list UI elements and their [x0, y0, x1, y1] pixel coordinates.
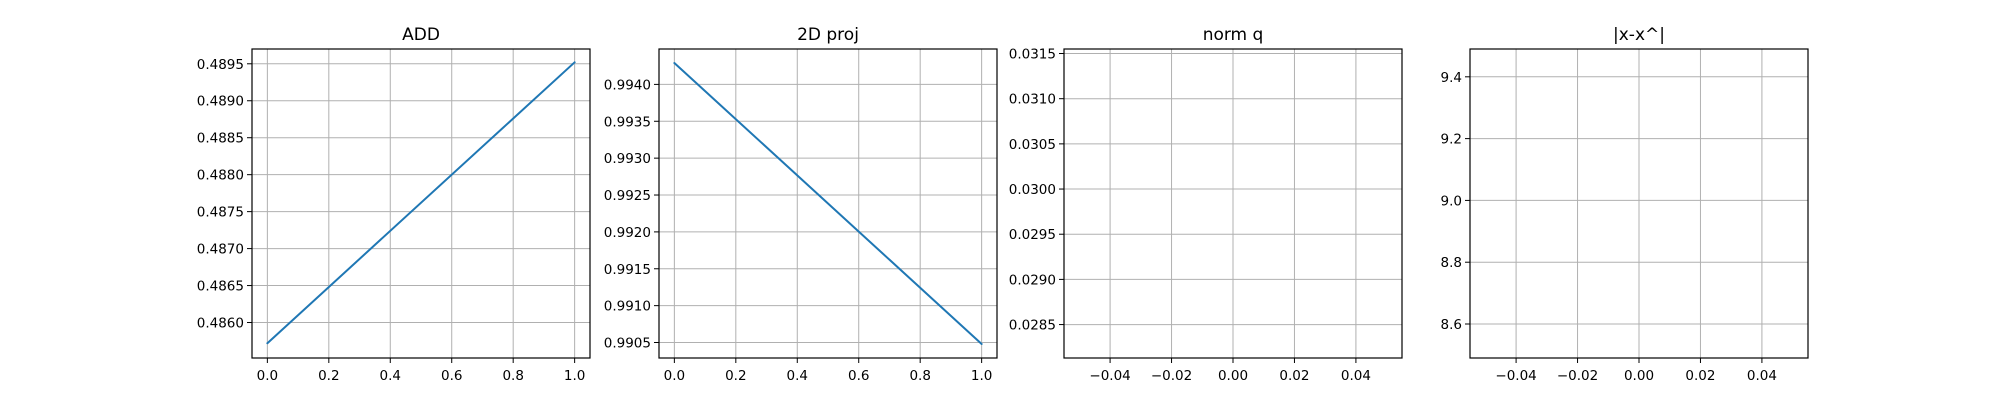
- axes-frame: [251, 48, 591, 359]
- x-tick-label: 0.2: [318, 368, 339, 384]
- subplot-3: −0.04 −0.02 0.00 0.02 0.04 0.0285 0.0290 0.0295…: [1009, 25, 1403, 384]
- x-tick-label: 1.0: [564, 368, 585, 384]
- y-tick-label: 0.0315: [1009, 47, 1056, 63]
- x-tick-label: 0.0: [664, 368, 685, 384]
- x-tick-label: −0.04: [1089, 368, 1130, 384]
- y-tick-label: 0.4860: [197, 316, 244, 332]
- y-tick-label: 0.9920: [604, 225, 651, 241]
- x-tick-label: 0.02: [1279, 368, 1309, 384]
- y-tick-label: 0.0285: [1009, 318, 1056, 334]
- y-tick-label: 9.2: [1441, 132, 1462, 148]
- y-tick-label: 0.9930: [604, 151, 651, 167]
- subplot-2: 0.0 0.2 0.4 0.6 0.8 1.0 0.9905 0.9910 0.9915 0.99…: [604, 25, 998, 384]
- y-tick-label: 0.4890: [197, 94, 244, 110]
- y-tick-label: 8.6: [1441, 317, 1462, 333]
- y-tick-label: 0.4865: [197, 279, 244, 295]
- x-tick-label: −0.02: [1151, 368, 1192, 384]
- subplot-title: norm q: [1203, 25, 1264, 45]
- x-tick-label: 0.00: [1624, 368, 1654, 384]
- y-tick-label: 0.9905: [604, 336, 651, 352]
- x-tick-label: 0.6: [848, 368, 869, 384]
- y-tick-label: 8.8: [1441, 255, 1462, 271]
- x-tick-label: 0.00: [1218, 368, 1248, 384]
- x-tick-label: 0.4: [380, 368, 401, 384]
- x-tick-label: 1.0: [971, 368, 992, 384]
- subplot-title: 2D proj: [797, 25, 859, 45]
- y-tick-label: 9.4: [1441, 70, 1462, 86]
- subplot-title: ADD: [402, 25, 440, 45]
- y-tick-label: 0.9925: [604, 188, 651, 204]
- x-tick-label: −0.02: [1557, 368, 1598, 384]
- x-tick-label: 0.04: [1341, 368, 1371, 384]
- y-tick-label: 0.0300: [1009, 182, 1056, 198]
- y-tick-label: 0.9935: [604, 114, 651, 130]
- x-tick-label: 0.0: [257, 368, 278, 384]
- axes-frame: [1063, 48, 1403, 359]
- y-tick-label: 0.4870: [197, 242, 244, 258]
- axes-frame: [1469, 48, 1809, 359]
- y-tick-label: 0.0290: [1009, 272, 1056, 288]
- x-tick-label: 0.2: [725, 368, 746, 384]
- y-tick-label: 0.4895: [197, 57, 244, 73]
- subplot-title: |x-x^|: [1613, 25, 1665, 45]
- y-tick-label: 0.0305: [1009, 137, 1056, 153]
- y-tick-label: 0.4880: [197, 168, 244, 184]
- y-tick-label: 0.9910: [604, 299, 651, 315]
- y-tick-label: 0.4885: [197, 131, 244, 147]
- y-tick-label: 9.0: [1441, 193, 1462, 209]
- x-tick-label: 0.02: [1685, 368, 1715, 384]
- y-tick-label: 0.0310: [1009, 92, 1056, 108]
- y-tick-label: 0.4875: [197, 205, 244, 221]
- subplot-1: 0.0 0.2 0.4 0.6 0.8 1.0 0.4860 0.4865 0.4870 0.48…: [197, 25, 591, 384]
- y-tick-label: 0.9940: [604, 77, 651, 93]
- series-line: [266, 61, 576, 345]
- x-tick-label: 0.8: [502, 368, 523, 384]
- x-tick-label: 0.4: [787, 368, 808, 384]
- y-tick-label: 0.9915: [604, 262, 651, 278]
- x-tick-label: −0.04: [1495, 368, 1536, 384]
- subplot-4: −0.04 −0.02 0.00 0.02 0.04 8.6 8.8 9.0 9.2 9.4 |x-…: [1441, 25, 1809, 384]
- x-tick-label: 0.8: [909, 368, 930, 384]
- axes-frame: [658, 48, 998, 359]
- series-line: [673, 62, 983, 345]
- x-tick-label: 0.6: [441, 368, 462, 384]
- y-tick-label: 0.0295: [1009, 227, 1056, 243]
- x-tick-label: 0.04: [1747, 368, 1777, 384]
